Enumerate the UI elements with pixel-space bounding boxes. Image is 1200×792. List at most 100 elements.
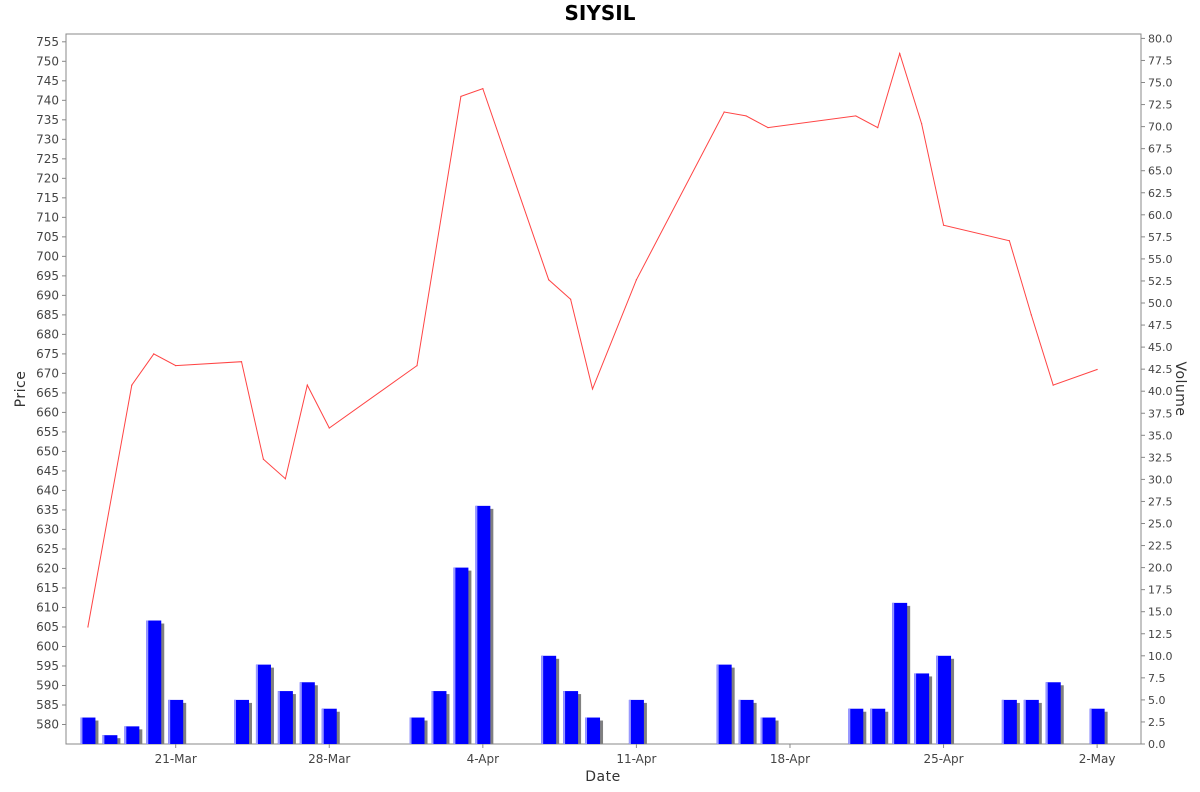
volume-tick-label: 50.0	[1148, 297, 1173, 310]
volume-tick-label: 2.5	[1148, 716, 1166, 729]
volume-bar-highlight	[760, 717, 763, 744]
volume-bar	[1089, 708, 1105, 744]
price-tick-label: 705	[36, 230, 59, 244]
volume-tick-label: 17.5	[1148, 584, 1173, 597]
volume-tick-label: 72.5	[1148, 99, 1173, 112]
volume-bar	[146, 620, 162, 744]
volume-bar-highlight	[1023, 699, 1026, 744]
volume-bar-highlight	[1089, 708, 1092, 744]
volume-bar-highlight	[409, 717, 412, 744]
volume-bar-highlight	[628, 699, 631, 744]
price-tick-label: 595	[36, 659, 59, 673]
volume-bar-highlight	[936, 655, 939, 744]
price-tick-label: 635	[36, 503, 59, 517]
volume-bar-highlight	[124, 726, 127, 744]
volume-bar-highlight	[738, 699, 741, 744]
price-tick-label: 735	[36, 113, 59, 127]
volume-tick-label: 57.5	[1148, 231, 1173, 244]
date-tick-label: 25-Apr	[923, 752, 963, 766]
price-point	[1030, 314, 1032, 316]
price-tick-label: 750	[36, 54, 59, 68]
volume-tick-label: 37.5	[1148, 407, 1173, 420]
price-point	[1008, 240, 1010, 242]
volume-bar	[431, 691, 447, 744]
price-tick-label: 615	[36, 581, 59, 595]
volume-bar	[716, 664, 732, 744]
volume-bar	[563, 691, 579, 744]
volume-tick-label: 55.0	[1148, 253, 1173, 266]
price-tick-label: 725	[36, 152, 59, 166]
volume-tick-label: 60.0	[1148, 209, 1173, 222]
volume-bar-highlight	[80, 717, 83, 744]
volume-bar	[409, 717, 425, 744]
price-tick-label: 620	[36, 561, 59, 575]
price-line	[87, 51, 1098, 628]
price-point	[1096, 368, 1098, 371]
volume-bar-highlight	[1001, 699, 1004, 744]
volume-tick-label: 22.5	[1148, 540, 1173, 553]
plot-area	[65, 33, 1142, 745]
price-tick-label: 665	[36, 386, 59, 400]
date-tick-label: 21-Mar	[155, 752, 197, 766]
price-tick-label: 640	[36, 483, 59, 497]
price-tick-label: 710	[36, 210, 59, 224]
volume-tick-label: 7.5	[1148, 672, 1166, 685]
volume-bar	[475, 505, 491, 744]
volume-bars	[80, 505, 1108, 744]
volume-bar-highlight	[299, 682, 302, 744]
price-tick-label: 590	[36, 678, 59, 692]
price-point	[240, 361, 243, 363]
volume-bar-highlight	[321, 708, 324, 744]
price-point	[745, 115, 747, 117]
volume-bar-highlight	[431, 691, 434, 744]
price-tick-label: 625	[36, 542, 59, 556]
volume-bar	[1045, 682, 1061, 744]
price-tick-label: 630	[36, 522, 59, 536]
price-tick-label: 695	[36, 269, 59, 283]
price-tick-label: 660	[36, 405, 59, 419]
date-axis: 21-Mar 28-Mar 4-Apr 11-Apr 18-Apr 25-Apr 2-May	[155, 744, 1116, 766]
volume-bar-highlight	[1045, 682, 1048, 744]
volume-tick-label: 35.0	[1148, 429, 1173, 442]
chart-title: SIYSIL	[565, 1, 636, 25]
price-point	[284, 478, 286, 480]
volume-tick-label: 5.0	[1148, 694, 1166, 707]
volume-bar-highlight	[146, 620, 149, 744]
price-tick-label: 675	[36, 347, 59, 361]
price-point	[635, 279, 638, 281]
y-axis-label-left: Price	[13, 371, 29, 408]
volume-bar	[453, 567, 469, 744]
volume-bar-highlight	[453, 567, 456, 744]
volume-tick-label: 47.5	[1148, 319, 1173, 332]
date-tick-label: 2-May	[1079, 752, 1116, 766]
price-point	[591, 388, 594, 390]
price-tick-label: 605	[36, 620, 59, 634]
price-point	[921, 123, 923, 125]
price-point	[548, 279, 550, 281]
volume-bar-highlight	[475, 505, 478, 744]
price-tick-label: 715	[36, 191, 59, 205]
y-axis-label-right: Volume	[1172, 361, 1188, 416]
volume-bar	[848, 708, 864, 744]
volume-bar	[124, 726, 140, 744]
volume-tick-label: 77.5	[1148, 54, 1173, 67]
price-point	[416, 364, 418, 367]
price-axis: 580 585 590 595 600 605 610 615 620 625 630 635 640 6…	[36, 35, 66, 731]
price-point	[569, 298, 572, 300]
price-point	[482, 88, 484, 90]
volume-tick-label: 45.0	[1148, 341, 1173, 354]
volume-tick-label: 25.0	[1148, 518, 1173, 531]
volume-tick-label: 42.5	[1148, 363, 1173, 376]
volume-bar	[102, 735, 118, 744]
volume-tick-label: 52.5	[1148, 275, 1173, 288]
volume-bar	[299, 682, 315, 744]
volume-bar	[541, 655, 557, 744]
volume-tick-label: 70.0	[1148, 121, 1173, 134]
date-tick-label: 4-Apr	[467, 752, 500, 766]
volume-bar	[760, 717, 776, 744]
volume-bar-highlight	[585, 717, 588, 744]
price-point	[1052, 384, 1054, 386]
price-point	[306, 384, 308, 386]
price-tick-label: 740	[36, 93, 59, 107]
